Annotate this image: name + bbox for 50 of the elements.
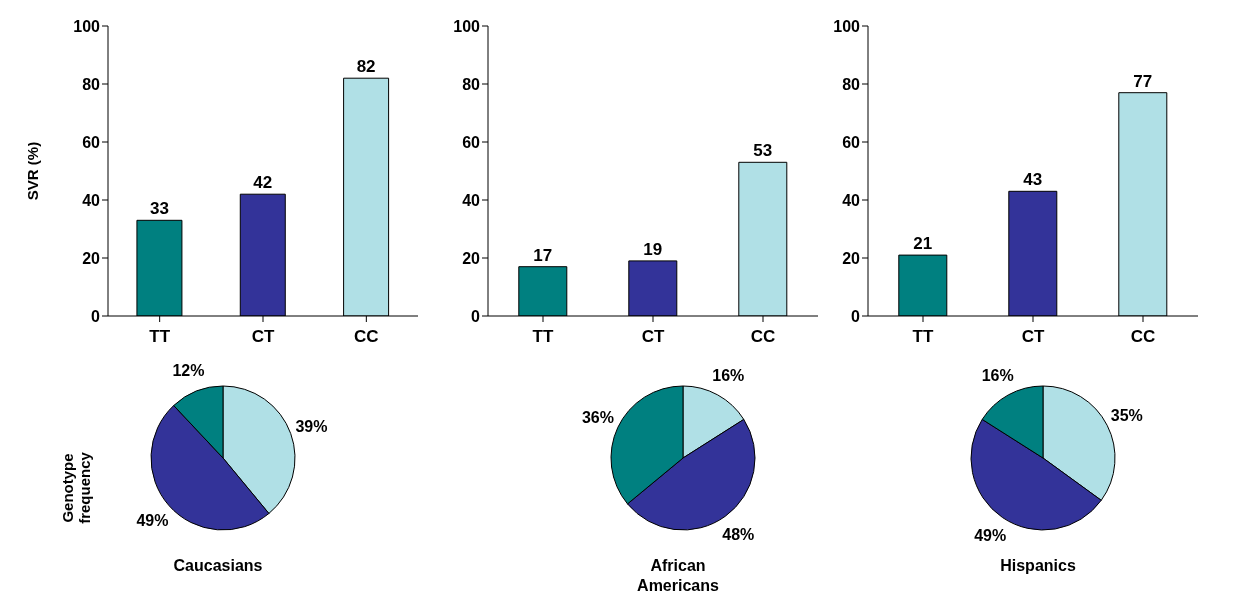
data-label: 49%	[974, 527, 1007, 545]
y-tick-label: 60	[82, 133, 101, 151]
data-label: 16%	[981, 367, 1014, 385]
data-label: 33	[149, 199, 169, 219]
y-tick-label: 80	[462, 75, 481, 93]
x-tick-label: CT	[1021, 327, 1045, 347]
data-label: 16%	[712, 367, 745, 385]
y-tick-label: 0	[91, 307, 101, 325]
data-label: 49%	[136, 511, 169, 529]
data-label: 36%	[581, 409, 614, 427]
y-tick-label: 60	[462, 133, 481, 151]
x-tick-label: CC	[354, 327, 379, 347]
data-label: 48%	[722, 525, 755, 543]
data-label: 35%	[1110, 406, 1143, 424]
y-tick-label: 20	[462, 249, 481, 267]
y-tick-label: 40	[82, 191, 101, 209]
data-label: 43	[1023, 170, 1043, 190]
y-tick-label: 100	[453, 17, 481, 35]
x-tick-label: TT	[149, 327, 171, 347]
y-tick-label: 0	[851, 307, 861, 325]
data-label: 12%	[172, 362, 205, 380]
data-label: 19	[643, 239, 663, 259]
data-label: 42	[253, 173, 273, 193]
data-label: 82	[356, 57, 376, 77]
y-tick-label: 40	[462, 191, 481, 209]
x-tick-label: CC	[1130, 327, 1156, 347]
y-tick-label: 40	[842, 191, 861, 209]
y-tick-label: 80	[842, 75, 861, 93]
y-tick-label: 60	[842, 133, 861, 151]
data-label: 21	[913, 234, 933, 254]
text: Genotype frequency	[59, 451, 93, 526]
y-tick-label: 100	[833, 17, 861, 35]
x-tick-label: CC	[750, 327, 776, 347]
y-tick-label: 100	[73, 17, 101, 35]
x-tick-label: CT	[641, 327, 665, 347]
x-tick-label: TT	[912, 327, 934, 347]
y-axis-title: SVR (%)	[24, 141, 42, 201]
data-label: 53	[753, 141, 773, 161]
x-tick-label: CT	[251, 327, 275, 347]
y-tick-label: 20	[82, 249, 101, 267]
data-label: 17	[533, 245, 553, 265]
data-label: 77	[1133, 71, 1153, 91]
text: African Americans	[636, 556, 720, 596]
y-tick-label: 0	[471, 307, 481, 325]
data-label: 39%	[295, 417, 328, 435]
text: Hispanics	[999, 556, 1077, 576]
text: Caucasians	[172, 556, 264, 576]
y-tick-label: 20	[842, 249, 861, 267]
y-tick-label: 80	[82, 75, 101, 93]
x-tick-label: TT	[532, 327, 554, 347]
